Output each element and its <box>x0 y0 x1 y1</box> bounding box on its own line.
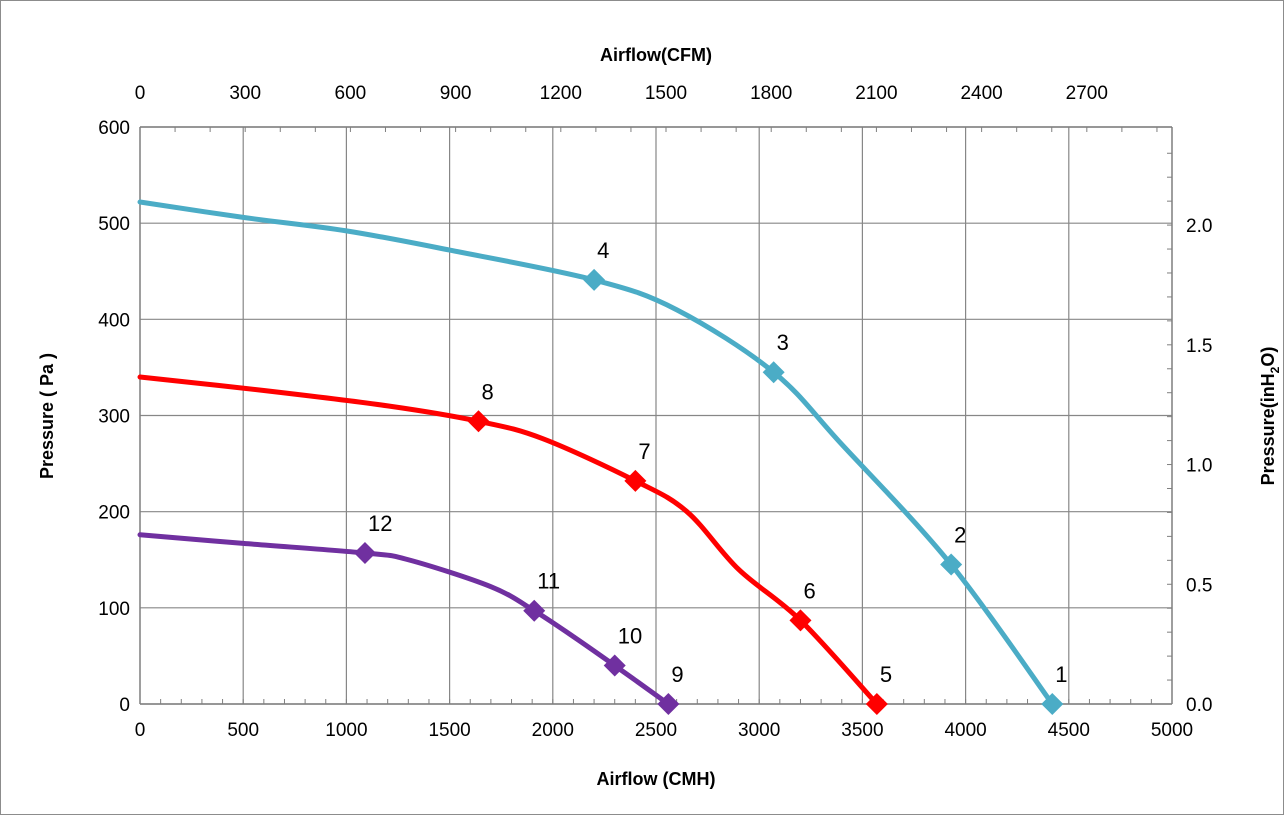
x-axis-title: Airflow (CMH) <box>597 769 716 789</box>
point-label-8: 8 <box>481 379 493 404</box>
data-point-1 <box>1041 693 1064 715</box>
y2-axis-title-sub: 2 <box>1268 366 1282 373</box>
data-point-9 <box>657 693 680 715</box>
x-tick-label: 500 <box>227 720 259 741</box>
x2-tick-label: 600 <box>335 83 367 104</box>
y2-tick-label: 0.5 <box>1186 575 1212 596</box>
grid <box>139 126 1173 705</box>
point-label-2: 2 <box>954 523 966 548</box>
x2-tick-label: 0 <box>135 83 146 104</box>
y2-axis-title: Pressure(inH2O) <box>1258 347 1282 486</box>
x-tick-label: 1500 <box>428 720 470 741</box>
x2-tick-label: 1500 <box>645 83 687 104</box>
x-tick-label: 5000 <box>1151 720 1193 741</box>
y2-tick-label: 1.5 <box>1186 336 1212 357</box>
x2-axis-title: Airflow(CFM) <box>600 45 712 65</box>
data-point-11 <box>523 599 546 622</box>
x2-tick-label: 2400 <box>960 83 1002 104</box>
point-label-7: 7 <box>638 439 650 464</box>
point-label-10: 10 <box>618 624 642 649</box>
y-tick-label: 400 <box>98 310 130 331</box>
y2-tick-label: 2.0 <box>1186 216 1212 237</box>
point-label-12: 12 <box>368 511 392 536</box>
x-tick-label: 2500 <box>635 720 677 741</box>
y-tick-label: 200 <box>98 503 130 524</box>
x-tick-label: 1000 <box>325 720 367 741</box>
x2-tick-label: 2700 <box>1066 83 1108 104</box>
series-line-2 <box>137 374 880 707</box>
data-point-10 <box>603 654 626 677</box>
series-line-1 <box>137 199 1055 707</box>
data-point-7 <box>624 469 647 492</box>
point-label-9: 9 <box>671 662 683 687</box>
x2-tick-label: 2100 <box>855 83 897 104</box>
point-label-1: 1 <box>1055 662 1067 687</box>
y2-axis-title-end: O) <box>1258 347 1278 367</box>
data-point-2 <box>940 553 963 576</box>
x2-tick-label: 1800 <box>750 83 792 104</box>
y-tick-label: 100 <box>98 599 130 620</box>
data-point-6 <box>789 609 812 632</box>
point-label-6: 6 <box>803 578 815 603</box>
y-tick-label: 0 <box>119 695 130 716</box>
y-tick-label: 300 <box>98 407 130 428</box>
data-point-4 <box>583 268 606 291</box>
x2-tick-label: 300 <box>229 83 261 104</box>
curves <box>137 199 1055 707</box>
point-label-5: 5 <box>880 662 892 687</box>
series-line-3 <box>137 532 671 707</box>
data-point-5 <box>865 693 888 715</box>
x-tick-label: 2000 <box>532 720 574 741</box>
x-tick-label: 4000 <box>944 720 986 741</box>
y-axis-title: Pressure ( Pa ) <box>37 353 57 479</box>
tick-labels: 0 500 1000 1500 2000 2500 3000 3500 4000 4500 5000… <box>98 83 1212 741</box>
point-label-3: 3 <box>777 330 789 355</box>
x2-tick-label: 1200 <box>540 83 582 104</box>
y-tick-label: 500 <box>98 214 130 235</box>
x-tick-label: 0 <box>135 720 146 741</box>
x-tick-label: 3500 <box>841 720 883 741</box>
point-label-11: 11 <box>537 569 560 594</box>
x-tick-label: 4500 <box>1048 720 1090 741</box>
y2-tick-label: 0.0 <box>1186 695 1212 716</box>
x2-tick-label: 900 <box>440 83 472 104</box>
y2-tick-label: 1.0 <box>1186 456 1212 477</box>
point-label-4: 4 <box>597 238 609 263</box>
x-tick-label: 3000 <box>738 720 780 741</box>
data-point-3 <box>762 361 785 384</box>
data-point-8 <box>467 410 490 433</box>
y2-axis-title-main: Pressure(inH <box>1258 373 1278 485</box>
data-point-12 <box>353 542 376 565</box>
y-tick-label: 600 <box>98 118 130 139</box>
axes <box>139 126 1173 705</box>
